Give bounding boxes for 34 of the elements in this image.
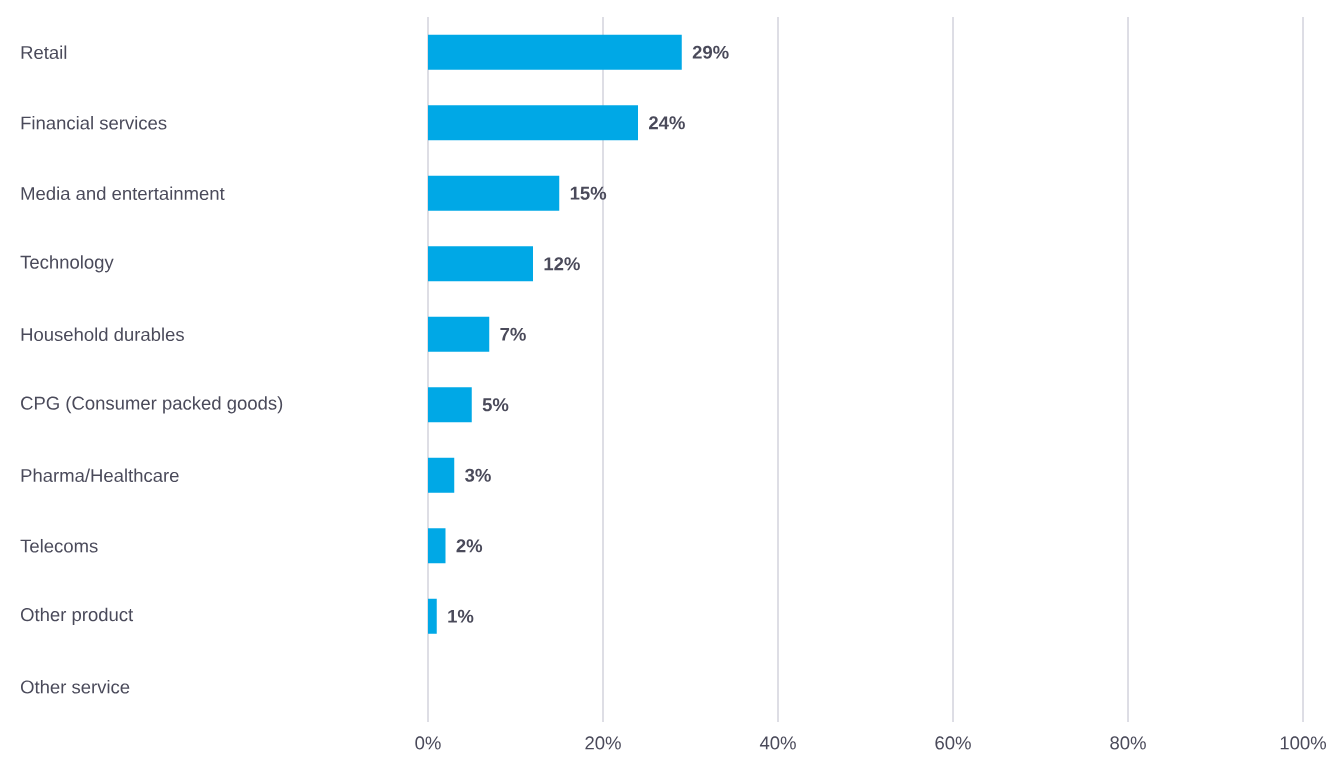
data-label: 15%: [570, 186, 607, 200]
bar: [428, 34, 682, 70]
y-tick-label: Telecoms: [20, 538, 98, 553]
data-label: 12%: [544, 257, 580, 271]
y-tick-label: Retail: [21, 45, 67, 60]
bar: [428, 387, 472, 423]
x-tick-label: 0%: [415, 736, 441, 750]
data-label: 3%: [465, 468, 491, 482]
data-label: 2%: [456, 539, 483, 553]
bar: [428, 105, 638, 141]
x-tick-label: 20%: [585, 736, 621, 750]
bar: [428, 246, 533, 282]
y-tick-label: Financial services: [21, 115, 167, 130]
y-tick-label: Other product: [20, 607, 134, 625]
y-tick-label: Household durables: [21, 327, 184, 342]
bar: [428, 598, 437, 634]
data-label: 24%: [649, 116, 685, 130]
data-label: 29%: [692, 45, 729, 59]
y-tick-label: CPG (Consumer packed goods): [21, 396, 283, 414]
bar: [428, 175, 560, 211]
data-label: 1%: [448, 609, 474, 623]
y-tick-label: Pharma/Healthcare: [21, 468, 179, 483]
x-tick-label: 80%: [1110, 736, 1146, 750]
x-tick-label: 100%: [1280, 736, 1327, 750]
bar: [428, 316, 490, 352]
y-tick-label: Technology: [20, 255, 114, 273]
bar: [428, 457, 455, 493]
y-tick-label: Media and entertainment: [21, 186, 225, 201]
x-tick-label: 60%: [935, 736, 971, 750]
x-tick-label: 40%: [759, 736, 796, 750]
data-label: 7%: [500, 327, 526, 341]
y-tick-label: Other service: [20, 679, 130, 694]
bar: [428, 528, 446, 564]
data-label: 5%: [482, 398, 509, 412]
